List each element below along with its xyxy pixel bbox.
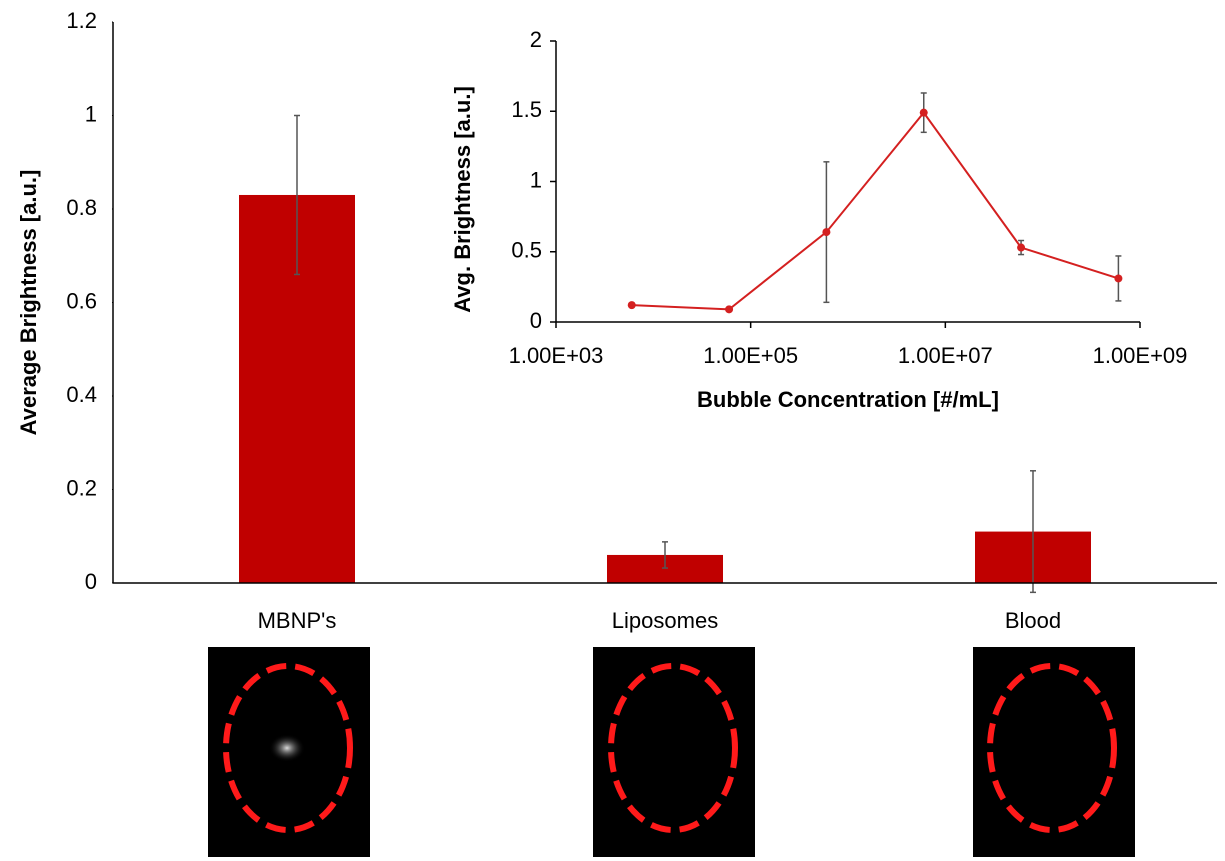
- category-label: Liposomes: [612, 608, 718, 633]
- data-point: [725, 305, 733, 313]
- y-tick-label: 1.2: [66, 8, 97, 33]
- image-blood: [973, 647, 1135, 857]
- category-label: MBNP's: [258, 608, 337, 633]
- data-point: [628, 301, 636, 309]
- y-tick-label: 0.4: [66, 382, 97, 407]
- x-tick-label: 1.00E+09: [1093, 343, 1188, 368]
- y-tick-label: 2: [530, 27, 542, 52]
- y-tick-label: 1.5: [511, 97, 542, 122]
- y-tick-label: 0.5: [511, 238, 542, 263]
- x-tick-label: 1.00E+03: [509, 343, 604, 368]
- y-tick-label: 0: [85, 569, 97, 594]
- category-label: Blood: [1005, 608, 1061, 633]
- bright-spot: [269, 734, 305, 762]
- y-tick-label: 1: [85, 101, 97, 126]
- y-axis-title: Avg. Brightness [a.u.]: [450, 86, 475, 313]
- y-tick-label: 0.6: [66, 288, 97, 313]
- y-tick-label: 1: [530, 167, 542, 192]
- sample-images: [208, 647, 1135, 857]
- y-tick-label: 0: [530, 308, 542, 333]
- data-point: [1114, 274, 1122, 282]
- figure: 0 0.2 0.4 0.6 0.8 1 1.2 MBNP's Liposomes Blood Ave…: [0, 0, 1225, 861]
- x-axis-title: Bubble Concentration [#/mL]: [697, 387, 999, 412]
- data-point: [822, 228, 830, 236]
- series-line: [632, 113, 1119, 310]
- y-tick-label: 0.2: [66, 475, 97, 500]
- y-tick-label: 0.8: [66, 195, 97, 220]
- data-point: [920, 109, 928, 117]
- image-liposomes: [593, 647, 755, 857]
- x-tick-label: 1.00E+07: [898, 343, 993, 368]
- x-tick-label: 1.00E+05: [703, 343, 798, 368]
- data-point: [1017, 244, 1025, 252]
- y-axis-title: Average Brightness [a.u.]: [16, 170, 41, 436]
